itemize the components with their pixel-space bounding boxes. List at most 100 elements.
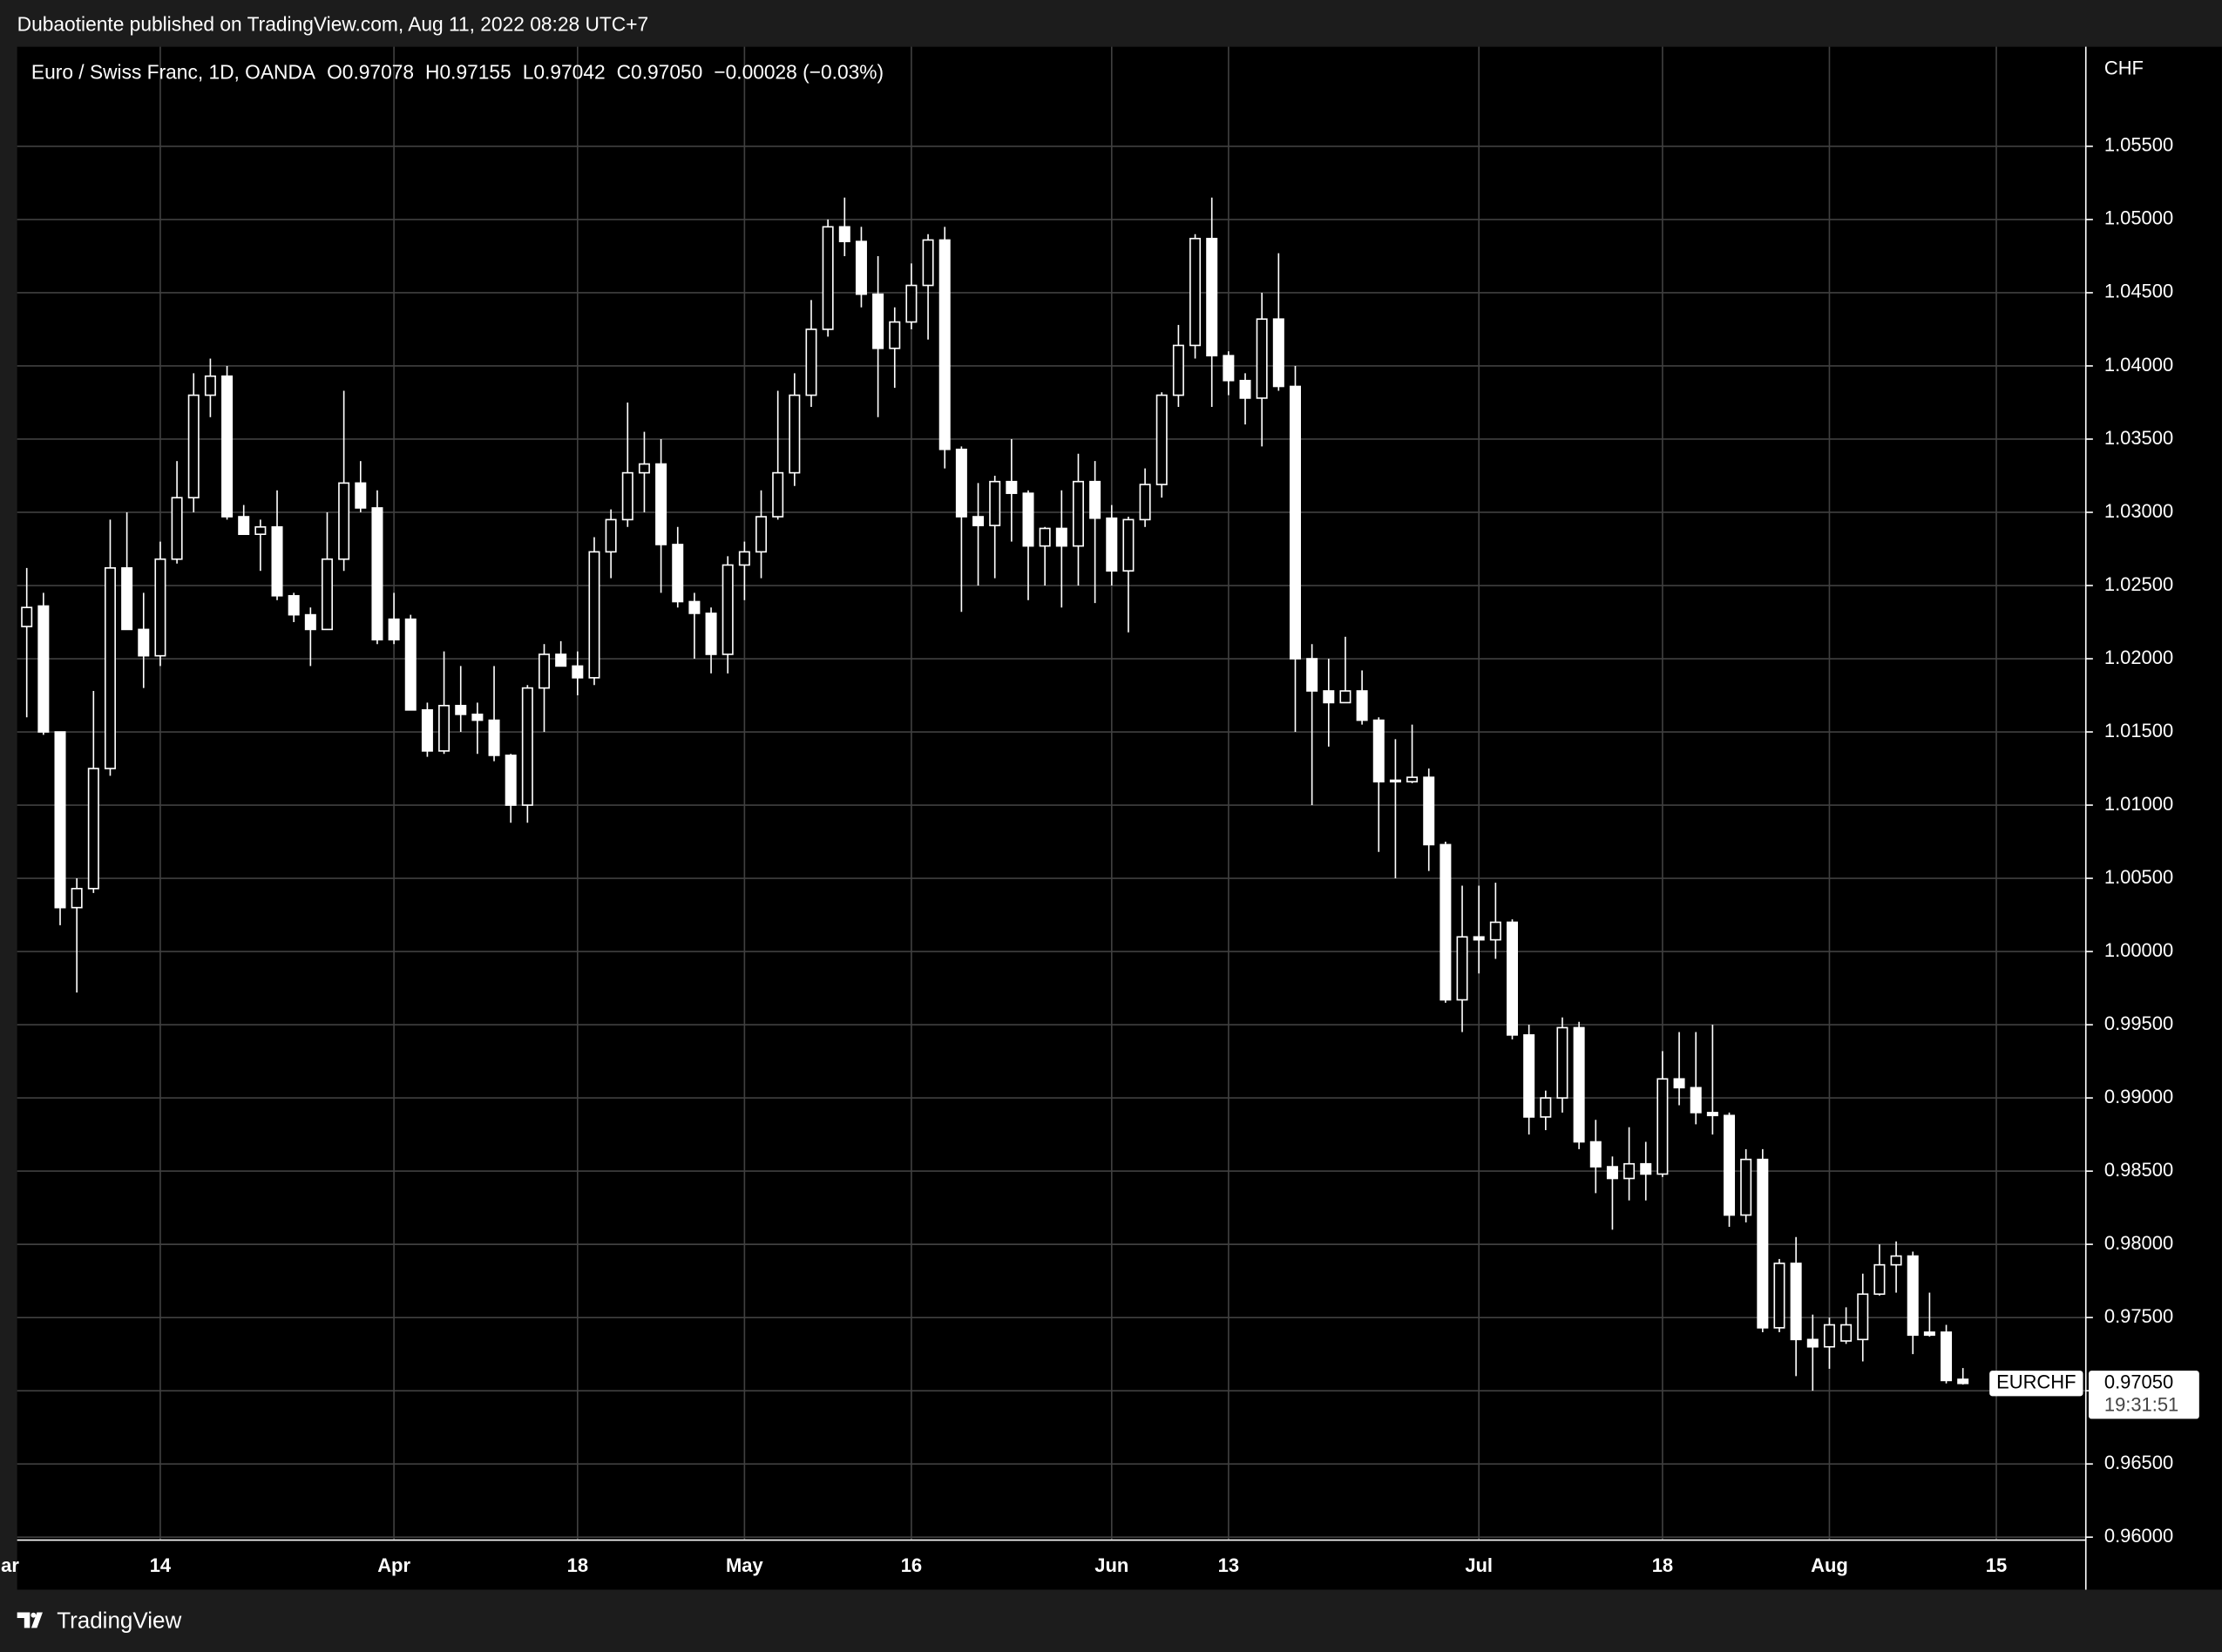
candle-body <box>1740 1158 1752 1216</box>
candle-body <box>471 714 484 721</box>
candle-body <box>104 567 116 769</box>
candle-body <box>1189 237 1202 347</box>
x-tick-label: 14 <box>150 1554 172 1576</box>
candle-body <box>1172 344 1184 396</box>
candle-body <box>1272 318 1284 388</box>
candle-body <box>1640 1162 1652 1175</box>
candle-body <box>955 448 967 518</box>
x-tick-label: 13 <box>1218 1554 1239 1576</box>
logo-dot <box>30 1612 37 1618</box>
candle-body <box>1022 492 1034 547</box>
candle-body <box>1890 1255 1902 1266</box>
ohlc-open: O0.97078 <box>327 61 414 84</box>
x-tick-label: ar <box>1 1554 19 1576</box>
candle-body <box>1806 1338 1819 1348</box>
candle-body <box>1623 1162 1636 1180</box>
candle-body <box>1690 1087 1702 1114</box>
candle-body <box>505 755 517 806</box>
candle-body <box>1155 394 1168 485</box>
publish-note: Dubaotiente published on TradingView.com… <box>17 12 649 35</box>
candle-body <box>1941 1331 1953 1382</box>
candle-body <box>1957 1378 1969 1385</box>
y-tick-label: 0.96000 <box>2104 1525 2173 1547</box>
candle-body <box>638 463 650 474</box>
candle-body <box>138 628 150 657</box>
y-tick-label: 1.03000 <box>2104 500 2173 522</box>
candle-body <box>1706 1112 1718 1117</box>
y-tick-label: 0.96500 <box>2104 1452 2173 1473</box>
grid <box>17 46 2086 1540</box>
candle-body <box>1289 385 1301 660</box>
candle-body <box>355 482 367 509</box>
last-price-box <box>2088 1371 2199 1419</box>
x-tick-label: 18 <box>567 1554 588 1576</box>
candle-body <box>1039 527 1051 547</box>
candle-body <box>21 606 33 627</box>
candle-body <box>1055 527 1067 547</box>
candle-body <box>1256 318 1268 399</box>
candle-body <box>421 709 433 752</box>
candle-body <box>905 284 918 323</box>
candle-body <box>1589 1141 1602 1168</box>
y-tick-label: 0.99000 <box>2104 1086 2173 1107</box>
candle-body <box>1656 1078 1669 1175</box>
ohlc-high: H0.97155 <box>425 61 511 84</box>
candle-body <box>1606 1166 1618 1180</box>
symbol-tag-label: EURCHF <box>1996 1371 2076 1393</box>
candle-body <box>572 665 584 679</box>
candle-body <box>1323 690 1335 704</box>
candle-body <box>855 240 867 295</box>
candle-body <box>288 594 300 616</box>
candle-body <box>1540 1097 1552 1118</box>
candle-body <box>539 653 551 689</box>
candle-body <box>1139 484 1151 521</box>
y-tick-label: 1.05000 <box>2104 207 2173 229</box>
candle-body <box>755 516 768 553</box>
candle-body <box>1223 355 1235 382</box>
candle-body <box>488 719 500 756</box>
candle-body <box>171 497 183 560</box>
candle-body <box>922 239 934 287</box>
candle-body <box>772 471 784 518</box>
candle-body <box>1724 1114 1736 1216</box>
candle-body <box>1873 1263 1886 1296</box>
candle-body <box>455 704 467 715</box>
candle-body <box>1456 936 1468 1001</box>
candle-body <box>1673 1078 1685 1089</box>
candle-body <box>1440 843 1452 1001</box>
candle-body <box>271 525 283 597</box>
y-tick-label: 1.00500 <box>2104 866 2173 888</box>
candle-body <box>388 618 400 640</box>
x-tick-label: 15 <box>1986 1554 2007 1576</box>
countdown: 19:31:51 <box>2104 1394 2178 1416</box>
candle-body <box>254 525 267 536</box>
candle-body <box>187 394 200 498</box>
candle-body <box>1489 921 1501 941</box>
candle-body <box>71 888 83 909</box>
candle-body <box>1306 658 1318 692</box>
candle-body <box>1573 1026 1585 1143</box>
candle-body <box>1556 1026 1568 1099</box>
candle-body <box>838 226 850 242</box>
axes: 0.960000.965000.970000.975000.980000.985… <box>1 134 2199 1576</box>
candle-body <box>588 551 600 679</box>
candle-body <box>972 516 985 526</box>
y-tick-label: 1.02000 <box>2104 647 2173 668</box>
x-tick-label: 18 <box>1652 1554 1673 1576</box>
candle-body <box>872 293 884 349</box>
candle-body <box>738 551 750 566</box>
candle-body <box>889 321 901 349</box>
candle-body <box>154 558 166 657</box>
symbol-tag <box>1989 1371 2083 1397</box>
candle-body <box>1773 1263 1785 1329</box>
candle-body <box>1923 1331 1935 1337</box>
x-tick-label: May <box>726 1554 763 1576</box>
y-tick-label: 1.05500 <box>2104 134 2173 156</box>
candle-body <box>1389 779 1401 782</box>
candle-body <box>521 687 533 806</box>
candle-body <box>37 605 50 733</box>
candle-body <box>204 375 216 396</box>
candle-body <box>1072 480 1084 547</box>
y-tick-label: 1.02500 <box>2104 573 2173 595</box>
